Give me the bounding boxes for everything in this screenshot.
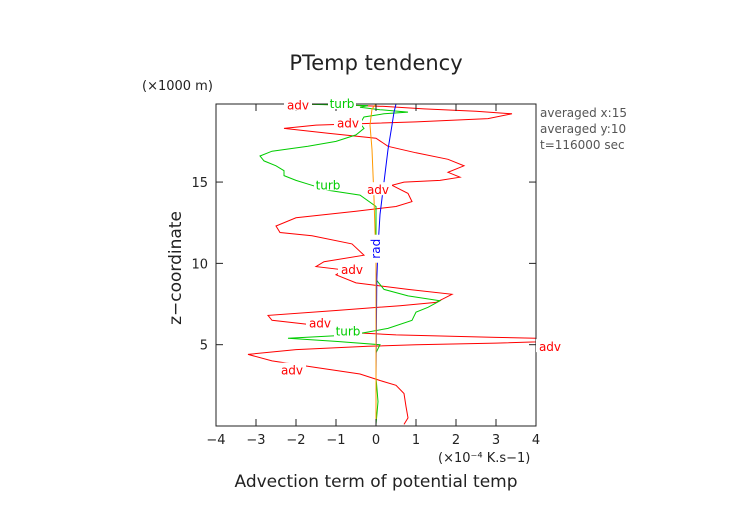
x-tick-label: 2 <box>452 433 460 448</box>
series-line-adv <box>247 104 536 425</box>
info-block: averaged x:15 averaged y:10 t=116000 sec <box>540 106 627 152</box>
y-tick-label: 5 <box>200 339 208 354</box>
x-tick-label: −2 <box>286 433 305 448</box>
curve-label-bg <box>338 261 366 275</box>
info-line-x: averaged x:15 <box>540 106 627 120</box>
x-tick-label: −3 <box>246 433 265 448</box>
curve-label-bg <box>328 96 356 109</box>
curve-label-adv: adv <box>281 364 303 378</box>
curve-label-turb: turb <box>330 97 355 111</box>
y-axis-label: z−coordinate <box>166 211 186 325</box>
curve-label-bg <box>334 115 362 129</box>
curve-label-rad: rad <box>369 239 383 259</box>
curve-label-bg <box>314 177 342 191</box>
curve-label-adv: adv <box>287 99 309 113</box>
curve-label-adv: adv <box>309 317 331 331</box>
info-line-y: averaged y:10 <box>540 122 626 136</box>
x-unit-label: (×10⁻⁴ K.s−1) <box>438 451 530 466</box>
x-axis-label: Advection term of potential temp <box>234 472 517 492</box>
series-line-series-3 <box>369 104 377 425</box>
y-unit-label: (×1000 m) <box>142 79 213 94</box>
info-line-time: t=116000 sec <box>540 138 625 152</box>
curve-label-bg <box>284 97 312 111</box>
y-tick-label: 10 <box>191 257 208 272</box>
curve-label-adv: adv <box>341 263 363 277</box>
y-tick-label: 15 <box>191 176 208 191</box>
curve-label-adv: adv <box>367 183 389 197</box>
x-tick-label: 0 <box>372 433 380 448</box>
curve-label-turb: turb <box>316 178 341 192</box>
curve-label-turb: turb <box>336 325 361 339</box>
x-tick-label: 3 <box>492 433 500 448</box>
chart-title: PTemp tendency <box>289 51 462 75</box>
curve-label-bg <box>536 339 564 353</box>
x-tick-label: 4 <box>532 433 540 448</box>
tick-layer: −4 −3 −2 −1 0 1 2 3 4 5 10 15 <box>191 104 540 448</box>
curve-label-adv: adv <box>337 117 359 131</box>
series-line-rad <box>375 104 397 425</box>
curve-label-bg <box>306 315 334 329</box>
x-tick-label: 1 <box>412 433 420 448</box>
x-tick-label: −4 <box>206 433 225 448</box>
curve-label-bg <box>368 234 381 263</box>
x-tick-label: −1 <box>326 433 345 448</box>
curve-label-bg <box>334 323 362 337</box>
curve-label-bg <box>278 362 306 376</box>
curve-label-adv: adv <box>539 340 561 354</box>
curve-label-bg <box>364 182 392 196</box>
